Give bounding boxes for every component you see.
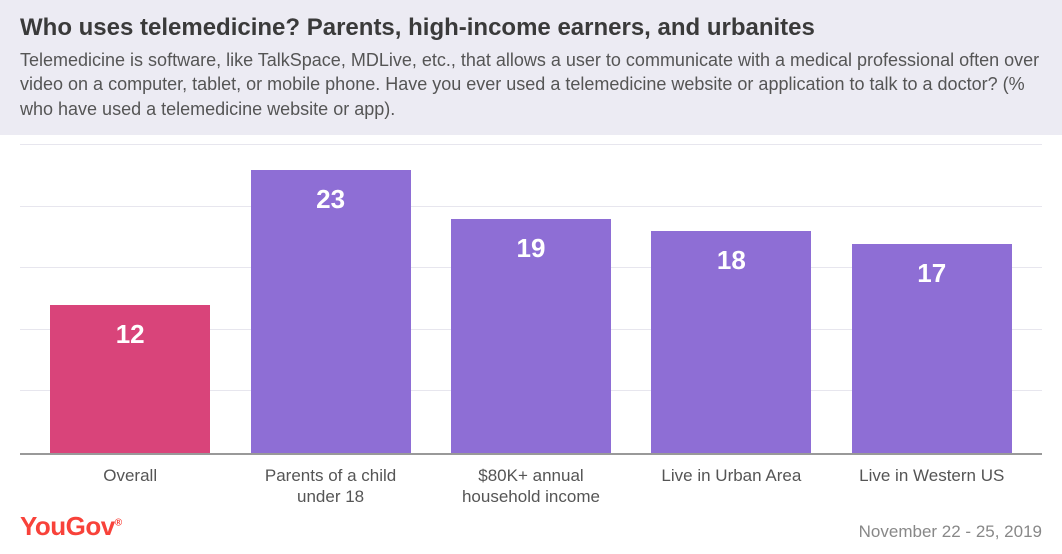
bar-wrap: 23 [251, 170, 411, 453]
yougov-logo: YouGov® [20, 511, 122, 542]
chart-title: Who uses telemedicine? Parents, high-inc… [20, 14, 1042, 42]
bar: 17 [852, 244, 1012, 453]
logo-mark: ® [115, 517, 122, 528]
x-axis-label: Overall [50, 465, 210, 508]
bar-wrap: 17 [852, 244, 1012, 453]
x-axis-label: Live in Urban Area [651, 465, 811, 508]
bar-wrap: 18 [651, 231, 811, 453]
bar-chart: 12 23 19 18 17 [20, 135, 1042, 455]
x-axis-label: $80K+ annual household income [451, 465, 611, 508]
gridline [20, 144, 1042, 145]
gridline [20, 206, 1042, 207]
x-axis-label: Live in Western US [852, 465, 1012, 508]
x-axis-label: Parents of a child under 18 [251, 465, 411, 508]
header-block: Who uses telemedicine? Parents, high-inc… [0, 0, 1062, 135]
chart-subtitle: Telemedicine is software, like TalkSpace… [20, 48, 1042, 121]
bar-value-label: 17 [852, 258, 1012, 289]
bar-value-label: 18 [651, 245, 811, 276]
bar: 12 [50, 305, 210, 453]
bar-wrap: 12 [50, 305, 210, 453]
bar: 18 [651, 231, 811, 453]
bar-value-label: 12 [50, 319, 210, 350]
footer: YouGov® November 22 - 25, 2019 [20, 511, 1042, 542]
bar-value-label: 23 [251, 184, 411, 215]
date-range: November 22 - 25, 2019 [859, 522, 1042, 542]
bar: 19 [451, 219, 611, 453]
bar-value-label: 19 [451, 233, 611, 264]
logo-text: YouGov [20, 511, 115, 541]
bar: 23 [251, 170, 411, 453]
bar-wrap: 19 [451, 219, 611, 453]
x-axis-labels: Overall Parents of a child under 18 $80K+ … [20, 465, 1042, 508]
